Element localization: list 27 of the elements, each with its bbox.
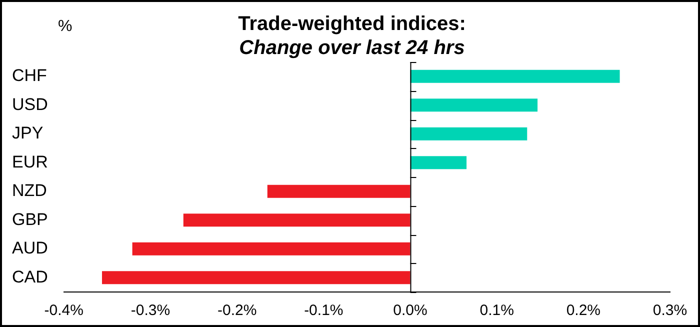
y-tick-label: JPY <box>12 124 44 143</box>
bar <box>267 184 410 198</box>
y-tick-label: EUR <box>12 152 48 172</box>
x-tick-label: -0.3% <box>130 302 170 320</box>
bar <box>410 98 538 112</box>
x-tick-label: 0.3% <box>652 302 688 320</box>
bar <box>132 242 410 256</box>
bar <box>102 271 410 284</box>
x-tick-label: 0.2% <box>566 302 601 320</box>
y-tick-label: CHF <box>12 66 47 86</box>
y-tick-label: NZD <box>12 181 47 200</box>
x-tick-label: -0.2% <box>217 302 257 320</box>
x-tick-label: 0.1% <box>480 302 514 320</box>
bar <box>410 156 467 170</box>
x-tick-label: -0.4% <box>44 302 84 320</box>
y-tick-label: GBP <box>12 210 48 229</box>
bar <box>183 214 410 227</box>
chart-title: Trade-weighted indices: <box>238 13 466 35</box>
y-tick-label: USD <box>12 94 48 114</box>
bar <box>410 70 620 83</box>
chart-subtitle: Change over last 24 hrs <box>238 36 466 60</box>
y-axis-title: % <box>58 18 72 36</box>
x-tick-label: 0.0% <box>393 302 428 320</box>
y-tick-label: CAD <box>12 267 48 286</box>
y-tick-label: AUD <box>12 238 48 258</box>
x-tick-label: -0.1% <box>304 302 344 320</box>
bar <box>410 127 528 140</box>
